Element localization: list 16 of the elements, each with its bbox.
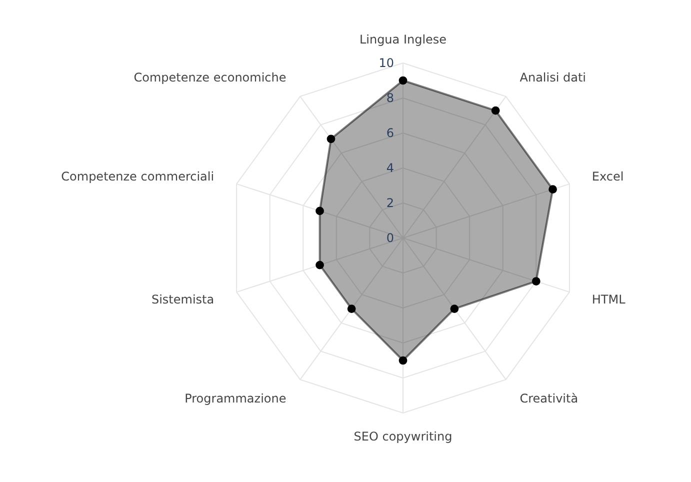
y-tick-label: 0	[386, 231, 394, 245]
spoke-label: Creatività	[520, 392, 578, 406]
spoke-label: Competenze economiche	[134, 70, 286, 84]
y-tick-label: 2	[386, 196, 394, 210]
spoke-label: Sistemista	[151, 292, 214, 306]
spoke-label: HTML	[592, 292, 626, 306]
spoke-label: Competenze commerciali	[61, 170, 214, 184]
spoke-label: Excel	[592, 170, 624, 184]
y-tick-label: 6	[386, 126, 394, 140]
spoke-label: Analisi dati	[520, 70, 586, 84]
y-tick-label: 10	[378, 56, 394, 70]
spoke-label: Lingua Inglese	[359, 32, 447, 46]
spoke-label: Programmazione	[184, 392, 286, 406]
y-tick-label: 4	[386, 161, 394, 175]
spoke-label: SEO copywriting	[354, 430, 452, 444]
y-tick-label: 8	[386, 91, 394, 105]
